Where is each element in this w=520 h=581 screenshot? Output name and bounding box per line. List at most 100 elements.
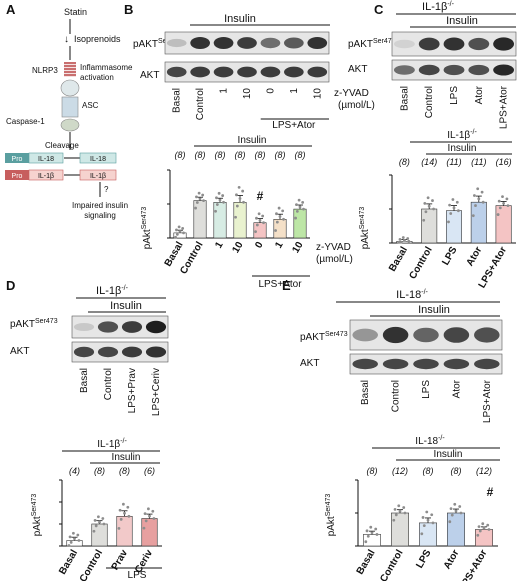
panel-c-chart-point — [398, 238, 402, 241]
panel-b-zyvad-unit: (µmol/L) — [338, 100, 375, 111]
panel-d-chart-point — [126, 505, 130, 509]
panel-c-akt-blot-band — [443, 64, 465, 76]
panel-b-chart-point — [275, 212, 278, 216]
panel-c-chart-point — [432, 207, 435, 211]
panel-b-chart-point — [262, 221, 265, 225]
panel-e-pakt-blot-band — [443, 327, 470, 343]
panel-c-chart-point — [501, 195, 504, 199]
panel-b-chart-point — [257, 212, 261, 216]
pro-il1b-body — [28, 169, 64, 181]
panel-e-chart-point — [487, 528, 491, 531]
panel-d-chart-point — [119, 517, 123, 521]
panel-b-chart-point — [197, 191, 201, 195]
panel-e-chart-point — [398, 509, 402, 513]
panel-b-chart-point — [215, 196, 218, 200]
panel-c-chart-point — [498, 206, 502, 210]
panel-b-pakt-blot-band — [237, 37, 257, 49]
panel-e-chart-x-tick-label: Control — [378, 548, 405, 581]
panel-c-chart-point — [476, 187, 480, 191]
panel-c-chart-point — [497, 199, 501, 203]
panel-b-pakt-blot-band — [166, 38, 187, 48]
inflammasome-core — [60, 79, 80, 97]
panel-b-pakt-blot-band — [307, 37, 328, 49]
panel-e-lane-label: LPS — [421, 380, 432, 399]
panel-e-chart-point — [394, 513, 398, 517]
panel-d-chart-point — [67, 544, 71, 547]
panel-e-chart-bar — [363, 534, 381, 547]
panel-e-lane-label: Control — [391, 380, 402, 412]
panel-c-chart-point — [473, 194, 476, 197]
panel-b-chart-insulin: Insulin — [238, 135, 267, 146]
panel-b-chart-point — [222, 200, 225, 204]
panel-c-akt-blot-band — [468, 64, 490, 76]
panel-c-insulin: Insulin — [446, 15, 478, 27]
panel-b-chart-x-tick-label: 10 — [231, 240, 246, 256]
panel-e-chart-point — [364, 540, 368, 544]
panel-b-lane-label: Control — [195, 88, 206, 120]
panel-e-chart-point — [431, 521, 435, 525]
panel-d-pakt-blot-band — [97, 321, 119, 333]
statin-label: Statin — [64, 7, 87, 17]
panel-b-chart-point — [295, 203, 298, 207]
panel-e-chart-point — [454, 509, 458, 513]
panel-b-ylabel: pAktSer473 — [141, 207, 153, 250]
panel-d-chart-x-tick-label: Control — [78, 548, 105, 581]
panel-c-chart-insulin: Insulin — [448, 143, 477, 154]
panel-e-akt-blot-band — [443, 358, 470, 370]
inflammasome-label: Inflammasome — [80, 63, 133, 72]
panel-e-chart-point — [478, 529, 482, 533]
nlrp3-segment — [64, 74, 76, 77]
panel-e-chart-point — [449, 507, 453, 511]
panel-b-chart-bar — [293, 208, 307, 239]
panel-e-chart-x-tick-label: Basal — [355, 548, 378, 577]
panel-e-lane-label: LPS+Ator — [482, 379, 493, 423]
panel-d-chart-point — [102, 522, 106, 526]
impaired-label-2: signaling — [84, 211, 116, 220]
caspase-block — [60, 118, 80, 132]
panel-e-lane-label: Ator — [451, 379, 462, 398]
panel-b-akt-blot-band — [166, 66, 187, 78]
panel-e-akt-blot-band — [352, 358, 378, 370]
panel-e-chart-point — [369, 525, 373, 529]
il18-label: IL-18 — [38, 156, 54, 163]
panel-e-chart-bar — [475, 529, 493, 547]
panel-e-chart-point — [392, 518, 396, 522]
panel-b-chart-point — [194, 206, 197, 210]
panel-c-lane-label: Basal — [399, 86, 410, 111]
panel-b-chart-point — [297, 198, 301, 202]
panel-c-chart-point — [448, 203, 452, 207]
panel-d-chart-x-tick-label: Prav — [110, 548, 131, 573]
panel-b-chart-bar — [273, 219, 287, 239]
panel-b-chart-x-tick-label: 1 — [213, 240, 226, 251]
cleavage-label: Cleavage — [45, 141, 79, 150]
panel-d-chart-point — [77, 539, 81, 542]
panel-d-chart-point — [117, 527, 121, 530]
panel-c-chart-x-tick-label: Ator — [465, 245, 485, 268]
panel-d-pakt-blot-frame — [71, 315, 169, 339]
panel-e-chart-point — [375, 533, 379, 536]
panel-c-akt-blot-band — [493, 64, 515, 76]
il1b-mature-label: IL-1β — [90, 173, 106, 180]
il1b-mature — [79, 169, 117, 181]
inflammasome-label-2: activation — [80, 73, 114, 82]
panel-d-akt-blot-band — [145, 346, 167, 358]
panel-d-chart-point — [68, 535, 72, 539]
panel-e-chart-point — [459, 511, 463, 515]
panel-e-chart-point — [430, 513, 434, 517]
panel-e-chart-point — [422, 524, 426, 528]
panel-b-chart-point — [282, 217, 285, 221]
panel-c-chart-n-label: (11) — [446, 157, 461, 167]
panel-b-insulin: Insulin — [224, 13, 256, 25]
panel-d-chart-point — [98, 520, 101, 524]
panel-d-chart-bar — [91, 523, 108, 547]
panel-b-chart-bar — [193, 200, 207, 239]
panel-c-chart-n-label: (11) — [471, 157, 486, 167]
panel-c-chart-title: IL-1β-/- — [447, 129, 477, 141]
panel-c-pakt-blot-band — [418, 37, 440, 51]
panel-e-chart-point — [426, 518, 430, 522]
panel-c-chart-point — [397, 240, 401, 244]
panel-b-chart-point — [175, 228, 178, 232]
caspase-label: Caspase-1 — [6, 117, 45, 126]
panel-d-akt-blot-band — [121, 346, 143, 358]
